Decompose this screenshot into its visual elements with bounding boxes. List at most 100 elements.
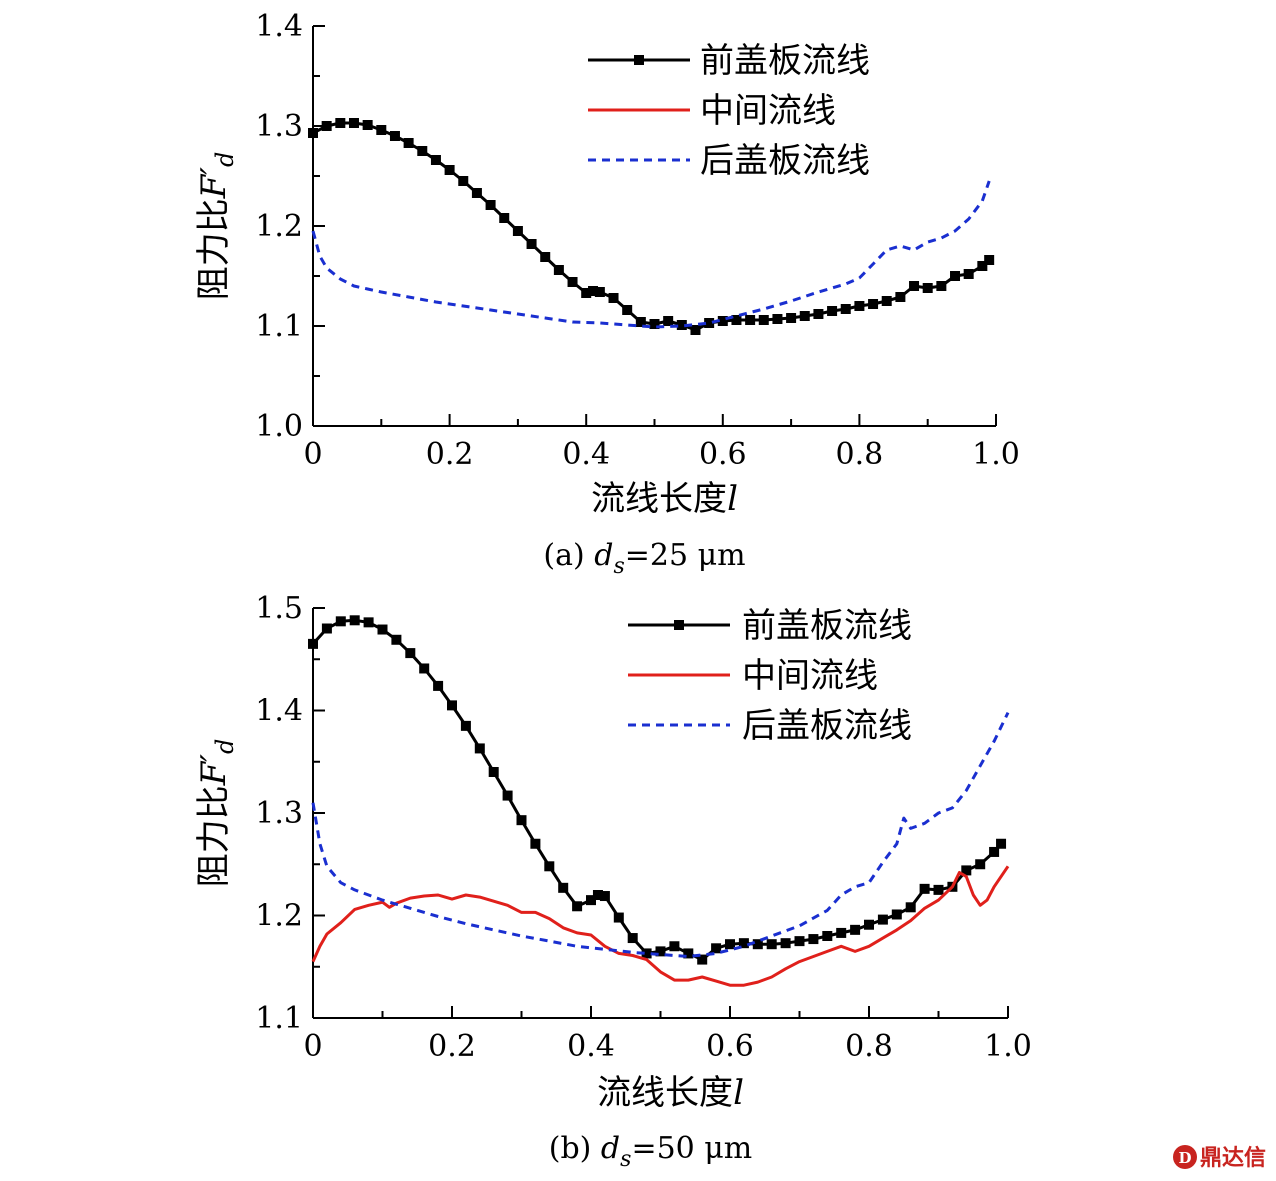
- data-point-marker: [977, 261, 988, 271]
- y-tick-label: 1.1: [255, 1001, 303, 1036]
- data-point-marker: [627, 933, 638, 944]
- data-point-marker: [321, 623, 332, 634]
- legend-swatch-marker: [634, 55, 644, 65]
- panel-b: 0 0.2 0.4 0.6 0.8 1.0 1.1 1.2 1.3 1.4 1.5 流线长度l 阻力比F…: [194, 591, 1032, 1172]
- data-point-marker: [669, 941, 680, 952]
- watermark-text: 鼎达信: [1200, 1145, 1266, 1171]
- data-point-marker: [376, 125, 387, 135]
- legend-entry-label: 前盖板流线: [700, 41, 870, 81]
- data-point-marker: [663, 316, 674, 326]
- data-point-marker: [813, 309, 824, 319]
- data-point-marker: [891, 909, 902, 920]
- data-point-marker: [919, 883, 930, 894]
- x-axis-title: 流线长度l: [597, 1073, 744, 1113]
- data-point-marker: [794, 936, 805, 947]
- y-tick-label: 1.3: [255, 796, 303, 831]
- data-point-marker: [419, 663, 430, 674]
- data-point-marker: [433, 680, 444, 691]
- data-point-marker: [649, 319, 660, 329]
- legend-entry-label: 前盖板流线: [742, 606, 912, 646]
- data-point-marker: [485, 200, 496, 210]
- data-point-marker: [599, 891, 610, 902]
- data-point-marker: [836, 927, 847, 938]
- data-point-marker: [362, 120, 373, 130]
- caption-subscript: s: [620, 1147, 631, 1172]
- x-tick-label: 0.4: [562, 437, 610, 472]
- data-point-marker: [335, 118, 346, 128]
- data-point-marker: [405, 648, 416, 659]
- x-axis-title-text: 流线长度: [591, 479, 727, 519]
- data-point-marker: [683, 948, 694, 959]
- data-point-marker: [516, 815, 527, 826]
- data-point-marker: [752, 939, 763, 950]
- x-tick-label: 0.8: [836, 437, 884, 472]
- data-point-marker: [641, 948, 652, 959]
- data-point-marker: [895, 292, 906, 302]
- data-point-marker: [772, 314, 783, 324]
- data-point-marker: [922, 283, 933, 293]
- y-tick-label: 1.0: [255, 409, 303, 444]
- caption-label: (a): [543, 538, 594, 573]
- data-point-marker: [989, 846, 1000, 857]
- data-point-marker: [558, 882, 569, 893]
- data-point-marker: [690, 325, 701, 335]
- legend-entry-label: 后盖板流线: [700, 141, 870, 181]
- data-point-marker: [581, 288, 592, 298]
- data-point-marker: [854, 301, 865, 311]
- data-point-marker: [588, 286, 599, 296]
- caption-value: =50 μm: [631, 1131, 752, 1166]
- data-point-marker: [458, 176, 469, 186]
- panel-caption: (a) ds=25 μm: [543, 538, 745, 579]
- data-point-marker: [963, 269, 974, 279]
- data-point-marker: [933, 884, 944, 895]
- data-point-marker: [996, 838, 1007, 849]
- data-point-marker: [877, 914, 888, 925]
- y-axis-title-symbol: F′: [194, 754, 234, 787]
- x-tick-label: 0: [303, 437, 322, 472]
- data-point-marker: [335, 616, 346, 627]
- data-point-marker: [308, 128, 318, 138]
- front-cover-line: [312, 121, 991, 332]
- data-point-marker: [868, 299, 879, 309]
- data-point-marker: [799, 311, 810, 321]
- data-point-marker: [738, 938, 749, 949]
- y-tick-label: 1.4: [255, 9, 303, 44]
- data-point-marker: [389, 131, 400, 141]
- y-tick-label: 1.1: [255, 309, 303, 344]
- x-tick-label: 0.4: [567, 1029, 615, 1064]
- data-point-marker: [808, 934, 819, 945]
- data-point-marker: [377, 624, 388, 635]
- data-point-marker: [635, 317, 646, 327]
- data-point-marker: [850, 924, 861, 935]
- data-point-marker: [308, 638, 318, 649]
- data-point-marker: [553, 265, 564, 275]
- y-tick-label: 1.4: [255, 694, 303, 729]
- y-tick-label: 1.2: [255, 209, 303, 244]
- data-point-marker: [697, 954, 708, 965]
- data-point-marker: [864, 919, 874, 930]
- data-point-marker: [704, 318, 715, 328]
- data-point-marker: [827, 306, 838, 316]
- x-tick-label: 0.8: [845, 1029, 893, 1064]
- caption-symbol: d: [594, 538, 613, 573]
- y-axis-title: 阻力比F′d: [194, 739, 239, 888]
- y-tick-label: 1.3: [255, 109, 303, 144]
- x-axis-title: 流线长度l: [591, 479, 738, 519]
- watermark-logo: D 鼎达信: [1173, 1145, 1266, 1171]
- data-point-marker: [766, 939, 777, 950]
- x-tick-label: 0.6: [699, 437, 747, 472]
- data-point-marker: [502, 790, 513, 801]
- data-point-marker: [417, 146, 428, 156]
- x-tick-label: 1.0: [972, 437, 1020, 472]
- data-point-marker: [530, 838, 541, 849]
- data-point-marker: [474, 743, 485, 754]
- data-point-marker: [471, 188, 482, 198]
- caption-label: (b): [549, 1131, 601, 1166]
- data-point-marker: [758, 315, 769, 325]
- data-point-marker: [594, 287, 605, 297]
- data-point-marker: [403, 138, 414, 148]
- y-axis-title-subscript: d: [211, 152, 239, 167]
